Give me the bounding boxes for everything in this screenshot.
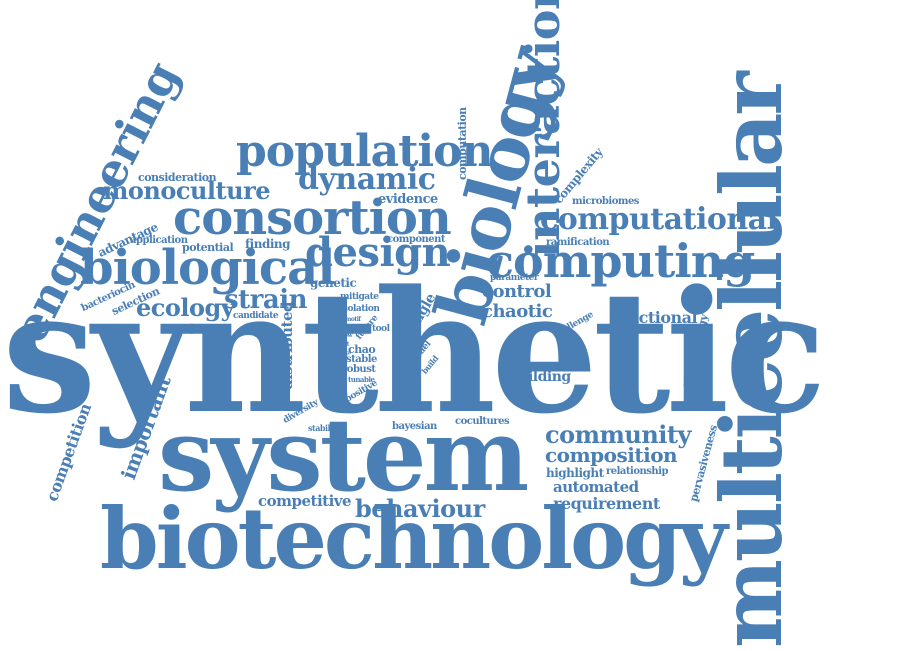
word-cocultures: cocultures [455,416,510,427]
word-consideration: consideration [138,171,217,184]
word-competitive: competitive [258,492,352,510]
word-requirement: requirement [553,494,660,513]
word-strain: strain [224,285,307,315]
word-fundamental: fundamental [459,327,473,408]
word-control: control [482,281,552,302]
word-use: use [397,357,403,366]
word-system: system [158,396,529,514]
word-allow: allow [337,332,353,339]
word-finding: finding [245,237,291,251]
word-genetic: genetic [310,276,357,290]
word-distributed: distributed [278,301,296,390]
word-computation: computation [456,107,469,180]
word-community: community [545,420,691,449]
word-part: part [337,341,350,348]
word-consortion: consortion [173,190,452,246]
word-automated: automated [553,478,639,496]
word-chao: chao [348,343,376,356]
word-stability: stability [308,423,340,433]
word-stable: stable [346,354,377,365]
word-relationship: relationship [606,466,668,477]
word-composition: composition [545,443,678,467]
word-monoculture: monoculture [103,176,271,205]
word-population: population [236,126,493,177]
word-parameter: parameter [490,273,539,283]
word-synthetic: synthetic [2,253,827,451]
word-application: application [130,235,188,246]
word-dynamic: dynamic [298,162,436,197]
word-tool: tool [372,324,390,334]
word-functional: functional [610,308,698,327]
word-computing: computing [486,234,755,288]
word-ramification: ramification [546,237,610,248]
word-design: design [305,229,451,276]
word-candidate: candidate [233,311,279,321]
word-bayesian: bayesian [392,421,437,432]
word-multicellular: multicellular [702,74,801,648]
word-microbiomes: microbiomes [572,196,639,207]
word-evidence: evidence [378,192,438,207]
word-building: building [509,369,571,385]
word-mitigate: mitigate [340,292,379,302]
word-robust: robust [342,364,376,375]
word-motif: motif [345,316,361,323]
word-component: component [387,234,446,245]
word-chaotic: chaotic [482,301,553,322]
word-biotechnology: biotechnology [100,489,728,588]
word-potential: potential [182,241,234,254]
word-isolation: isolation [340,304,380,314]
word-computational: computational [540,202,778,237]
word-biological: biological [80,240,335,296]
word-ecology: ecology [136,293,235,322]
word-highlight: highlight [546,466,604,480]
word-behaviour: behaviour [355,494,485,523]
word-strong: strong [400,323,407,342]
word-tunable: tunable [348,375,375,384]
